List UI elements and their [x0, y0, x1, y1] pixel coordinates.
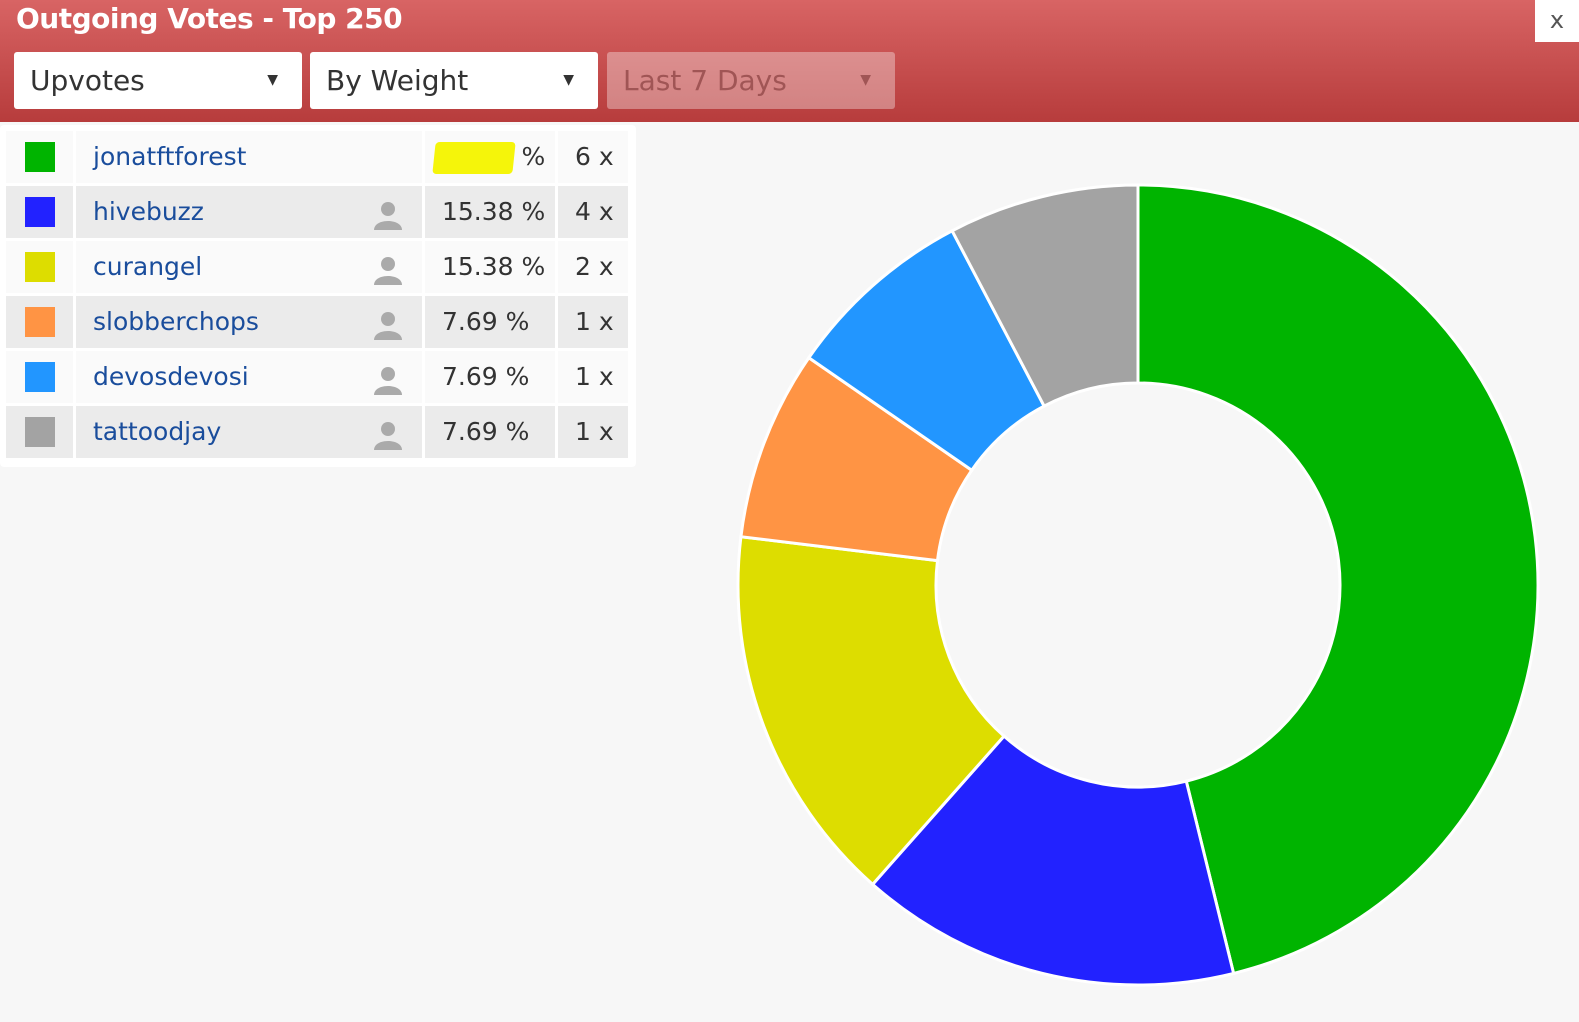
pie-slice	[1136, 183, 1540, 976]
divider	[73, 406, 76, 458]
divider	[73, 241, 76, 293]
table-row: devosdevosi 7.69 % 1 x	[6, 351, 628, 403]
color-swatch	[25, 197, 55, 227]
pie-slice	[736, 535, 1007, 887]
dropdown-label: Last 7 Days	[623, 64, 787, 97]
pie-slice	[950, 183, 1140, 409]
name[interactable]: tattoodjay	[93, 417, 222, 446]
count: 1 x	[575, 362, 614, 391]
percent: 15.38 %	[442, 197, 546, 226]
name[interactable]: slobberchops	[93, 307, 259, 336]
person-icon	[372, 306, 404, 340]
percent: 15.38 %	[442, 252, 546, 281]
name[interactable]: hivebuzz	[93, 197, 204, 226]
dropdown[interactable]: By Weight ▼	[310, 52, 598, 109]
name[interactable]: jonatftforest	[93, 142, 247, 171]
divider	[73, 186, 76, 238]
person-icon	[372, 251, 404, 285]
count: 4 x	[575, 197, 614, 226]
divider	[422, 241, 425, 293]
title: Outgoing Votes - Top 250	[16, 2, 403, 35]
percent: 7.69 %	[442, 417, 530, 446]
dropdown-label: Upvotes	[30, 64, 145, 97]
table-row: hivebuzz 15.38 % 4 x	[6, 186, 628, 238]
count: 6 x	[575, 142, 614, 171]
divider	[422, 186, 425, 238]
divider	[555, 186, 558, 238]
table-row: slobberchops 7.69 % 1 x	[6, 296, 628, 348]
color-swatch	[25, 142, 55, 172]
percent: 7.69 %	[442, 307, 530, 336]
dropdown-arrow: ▼	[563, 72, 574, 88]
person-icon	[372, 361, 404, 395]
dropdown[interactable]: Upvotes ▼	[14, 52, 302, 109]
percent: 7.69 %	[442, 362, 530, 391]
divider	[555, 351, 558, 403]
divider	[422, 131, 425, 183]
count: 1 x	[575, 307, 614, 336]
divider	[555, 241, 558, 293]
color-swatch	[25, 362, 55, 392]
divider	[73, 131, 76, 183]
person-icon	[372, 196, 404, 230]
divider	[555, 131, 558, 183]
person-icon	[372, 416, 404, 450]
dropdown-label: By Weight	[326, 64, 469, 97]
close-button[interactable]: x	[1535, 0, 1579, 42]
divider	[73, 296, 76, 348]
name[interactable]: devosdevosi	[93, 362, 249, 391]
color-swatch	[25, 307, 55, 337]
name[interactable]: curangel	[93, 252, 203, 281]
count: 1 x	[575, 417, 614, 446]
dropdown-arrow: ▼	[860, 72, 871, 88]
divider	[555, 406, 558, 458]
dropdown[interactable]: Last 7 Days ▼	[607, 52, 895, 109]
divider	[422, 406, 425, 458]
count: 2 x	[575, 252, 614, 281]
table-row: tattoodjay 7.69 % 1 x	[6, 406, 628, 458]
table-row: curangel 15.38 % 2 x	[6, 241, 628, 293]
color-swatch	[25, 417, 55, 447]
divider	[73, 351, 76, 403]
pie-slice	[870, 734, 1236, 987]
dropdown-arrow: ▼	[267, 72, 278, 88]
divider	[422, 296, 425, 348]
color-swatch	[25, 252, 55, 282]
divider	[422, 351, 425, 403]
divider	[555, 296, 558, 348]
